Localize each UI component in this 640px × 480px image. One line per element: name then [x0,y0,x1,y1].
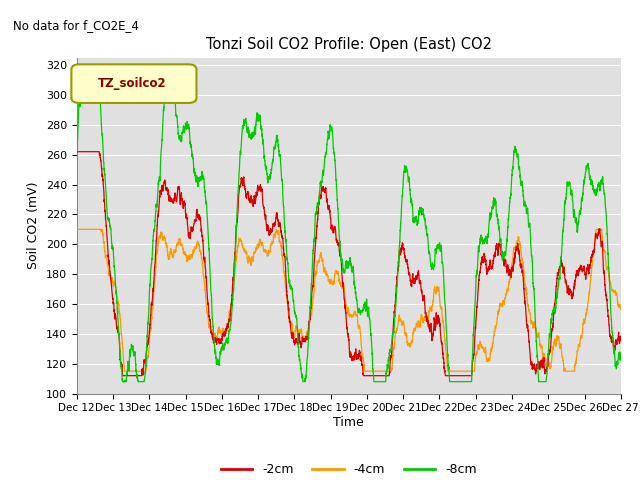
X-axis label: Time: Time [333,416,364,429]
Title: Tonzi Soil CO2 Profile: Open (East) CO2: Tonzi Soil CO2 Profile: Open (East) CO2 [206,37,492,52]
Legend: -2cm, -4cm, -8cm: -2cm, -4cm, -8cm [216,458,482,480]
Y-axis label: Soil CO2 (mV): Soil CO2 (mV) [28,182,40,269]
Text: No data for f_CO2E_4: No data for f_CO2E_4 [13,19,139,32]
FancyBboxPatch shape [72,64,196,103]
Text: TZ_soilco2: TZ_soilco2 [98,77,166,90]
